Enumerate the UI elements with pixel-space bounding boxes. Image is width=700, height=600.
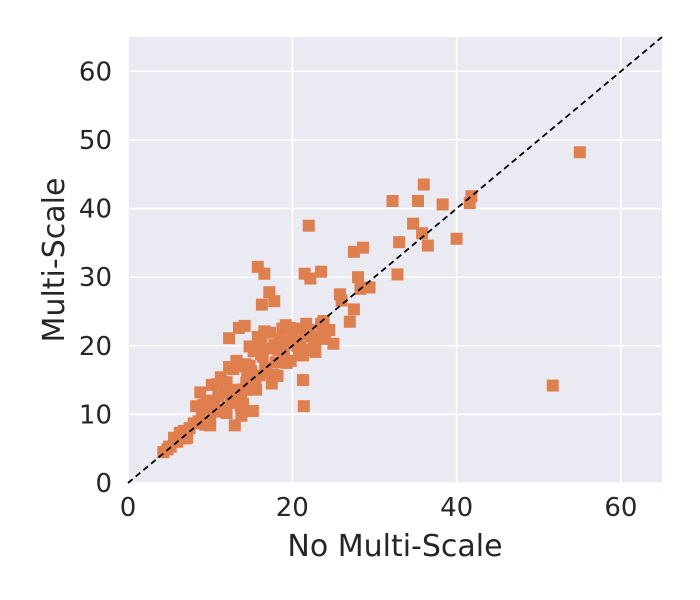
data-point bbox=[210, 378, 223, 391]
data-point bbox=[347, 303, 360, 316]
data-point bbox=[237, 398, 250, 411]
x-tick-label: 60 bbox=[604, 493, 637, 523]
data-point bbox=[284, 354, 297, 367]
data-point bbox=[309, 334, 322, 347]
data-point bbox=[240, 376, 253, 389]
data-point bbox=[412, 194, 425, 207]
data-point bbox=[416, 227, 429, 240]
data-point bbox=[271, 369, 284, 382]
data-point bbox=[204, 419, 217, 432]
y-tick-label: 40 bbox=[79, 195, 112, 225]
x-tick-label: 0 bbox=[120, 493, 137, 523]
y-tick-label: 30 bbox=[79, 263, 112, 293]
data-point bbox=[386, 194, 399, 207]
data-point bbox=[297, 400, 310, 413]
data-point bbox=[317, 315, 330, 328]
data-point bbox=[352, 271, 365, 284]
data-point bbox=[268, 339, 281, 352]
data-point bbox=[315, 265, 328, 278]
data-point bbox=[258, 267, 271, 280]
x-tick-label: 20 bbox=[276, 493, 309, 523]
data-point bbox=[393, 236, 406, 249]
data-point bbox=[181, 431, 194, 444]
data-point bbox=[268, 295, 281, 308]
data-point bbox=[436, 198, 449, 211]
x-tick-label: 40 bbox=[440, 493, 473, 523]
x-tick-labels: 0 20 40 60 bbox=[120, 493, 638, 523]
data-point bbox=[255, 298, 268, 311]
data-points bbox=[157, 146, 586, 459]
data-point bbox=[417, 178, 430, 191]
y-tick-label: 20 bbox=[79, 332, 112, 362]
data-point bbox=[450, 232, 463, 245]
data-point bbox=[296, 374, 309, 387]
data-point bbox=[363, 281, 376, 294]
data-point bbox=[347, 245, 360, 258]
data-point bbox=[356, 241, 369, 254]
data-point bbox=[235, 409, 248, 422]
data-point bbox=[546, 379, 559, 392]
data-point bbox=[200, 394, 213, 407]
data-point bbox=[243, 340, 256, 353]
data-point bbox=[255, 348, 268, 361]
y-tick-label: 10 bbox=[79, 400, 112, 430]
data-point bbox=[292, 322, 305, 335]
data-point bbox=[333, 288, 346, 301]
data-point bbox=[279, 319, 292, 332]
y-tick-label: 0 bbox=[95, 469, 112, 499]
data-point bbox=[233, 360, 246, 373]
data-point bbox=[225, 389, 238, 402]
data-point bbox=[298, 267, 311, 280]
data-point bbox=[302, 219, 315, 232]
data-point bbox=[238, 319, 251, 332]
data-point bbox=[573, 146, 586, 159]
y-tick-labels: 0 10 20 30 40 50 60 bbox=[79, 57, 112, 499]
data-point bbox=[223, 332, 236, 345]
reference-diagonal-line bbox=[127, 36, 663, 484]
data-point bbox=[220, 376, 233, 389]
data-point bbox=[407, 217, 420, 230]
data-point bbox=[255, 336, 268, 349]
grid-lines bbox=[127, 37, 662, 484]
x-axis-label: No Multi-Scale bbox=[287, 529, 502, 564]
data-point bbox=[246, 404, 259, 417]
data-point bbox=[288, 335, 301, 348]
data-point bbox=[421, 239, 434, 252]
data-point bbox=[190, 400, 203, 413]
data-point bbox=[258, 325, 271, 338]
data-point bbox=[343, 315, 356, 328]
data-point bbox=[317, 325, 330, 338]
y-axis-label: Multi-Scale bbox=[37, 178, 72, 343]
y-tick-label: 60 bbox=[79, 57, 112, 87]
y-tick-label: 50 bbox=[79, 126, 112, 156]
data-point bbox=[228, 419, 241, 432]
data-point bbox=[391, 268, 404, 281]
data-point bbox=[327, 337, 340, 350]
data-point bbox=[163, 440, 176, 453]
data-point bbox=[214, 405, 227, 418]
